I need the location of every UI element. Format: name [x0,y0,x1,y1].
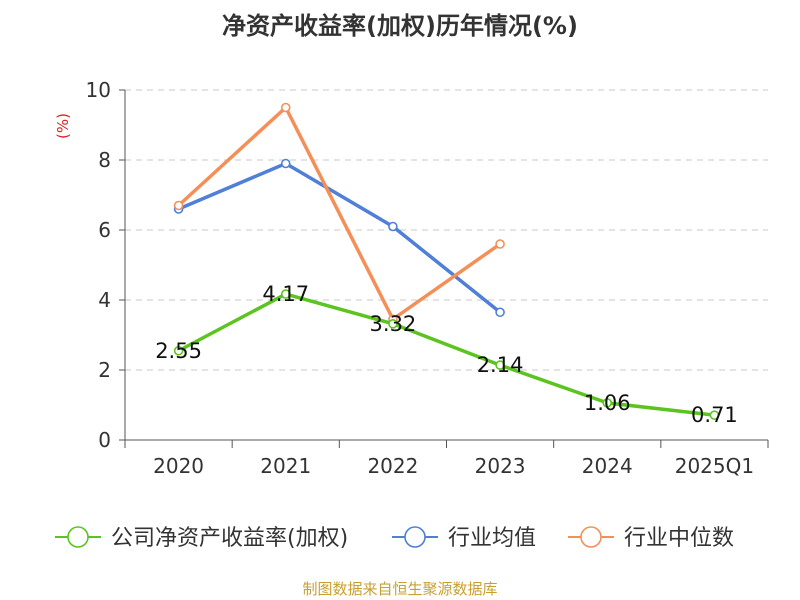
x-tick-label: 2020 [153,454,204,478]
grid-lines [125,89,768,371]
data-point [388,221,398,232]
legend-label: 公司净资产收益率(加权) [111,526,348,551]
data-point [709,410,720,420]
source-note: 制图数据来自恒生聚源数据库 [302,580,498,598]
x-tick-label: 2025Q1 [675,454,754,478]
data-labels: 2.55 4.17 3.32 2.14 1.06 0.71 [155,282,738,427]
data-label: 4.17 [262,282,309,306]
series-lines [173,102,720,420]
y-tick-label: 6 [98,218,111,242]
data-point [173,345,184,356]
data-label: 3.32 [370,312,417,336]
legend-item[interactable]: 公司净资产收益率(加权) [55,526,348,551]
legend-label: 行业中位数 [624,526,734,551]
series-line [177,161,502,314]
data-label: 1.06 [584,391,631,415]
chart-title: 净资产收益率(加权)历年情况(%) [222,12,578,40]
x-tick-label: 2022 [367,454,418,478]
axes: 0 2 4 6 8 10 (%) 2020 2021 2022 2023 2024 2025Q1 [54,78,769,478]
data-point [280,102,291,113]
data-label: 2.55 [155,339,202,363]
data-point [388,318,398,329]
y-tick-label: 0 [98,428,111,452]
legend: 公司净资产收益率(加权) 行业均值 行业中位数 [55,526,734,551]
data-point [602,398,613,408]
legend-item[interactable]: 行业中位数 [568,526,734,551]
data-point [495,360,505,370]
series-line [177,105,502,321]
data-point [495,239,505,249]
data-point [173,200,184,211]
y-tick-label: 4 [98,288,111,312]
legend-marker-icon [580,526,602,548]
legend-item[interactable]: 行业均值 [392,526,536,551]
x-tick-label: 2023 [475,454,526,478]
y-tick-label: 2 [98,358,111,382]
legend-label: 行业均值 [448,526,536,551]
data-point [280,158,291,169]
data-label: 2.14 [477,353,524,377]
x-tick-label: 2024 [582,454,633,478]
y-tick-label: 8 [98,148,111,172]
x-tick-label: 2021 [260,454,311,478]
data-point [495,307,505,318]
data-point [280,289,291,299]
legend-marker-icon [67,526,89,548]
y-axis-label: (%) [54,113,72,139]
data-label: 0.71 [691,403,738,427]
series-line [177,292,715,417]
y-tick-label: 10 [86,78,111,102]
legend-marker-icon [404,526,426,548]
